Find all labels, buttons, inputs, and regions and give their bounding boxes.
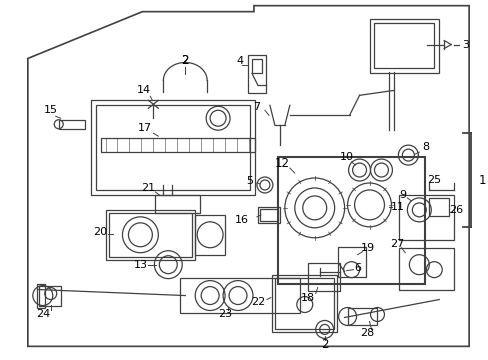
Bar [274,278,333,329]
Text: 19: 19 [360,243,374,253]
Text: 10: 10 [339,152,353,162]
Text: 13: 13 [133,260,147,270]
Bar [251,59,262,73]
Bar [155,195,200,213]
Text: 9: 9 [398,190,405,200]
Bar [90,100,254,195]
Text: 18: 18 [300,293,314,302]
Bar [307,263,339,291]
Bar [59,120,84,129]
Text: 28: 28 [360,328,374,338]
Bar [101,138,254,152]
Bar [399,195,453,240]
Bar [180,278,299,314]
Text: 21: 21 [141,183,155,193]
Bar [195,215,224,255]
Text: 4: 4 [236,57,243,67]
Bar [105,210,195,260]
Text: 5: 5 [246,176,253,186]
Bar [258,207,279,223]
Text: 22: 22 [250,297,264,306]
Text: 15: 15 [43,105,58,115]
Text: 16: 16 [235,215,248,225]
Text: 11: 11 [389,202,404,212]
Bar [247,55,265,93]
Text: 1: 1 [477,174,485,186]
Text: 12: 12 [274,157,289,170]
Bar [399,248,453,289]
Bar [428,198,448,216]
Text: 8: 8 [422,142,429,152]
Bar [108,213,192,257]
Bar [347,307,377,325]
Text: 17: 17 [138,123,152,133]
Bar [337,247,365,276]
Text: 3: 3 [462,40,468,50]
Text: 23: 23 [218,310,232,319]
Text: 7: 7 [253,102,260,112]
Text: 27: 27 [389,239,404,249]
Bar [95,105,249,190]
Text: 25: 25 [427,175,441,185]
Text: 2: 2 [181,54,188,67]
Text: 24: 24 [36,310,50,319]
Text: 2: 2 [181,54,188,67]
Bar [37,284,45,307]
Text: 2: 2 [320,338,328,351]
Bar [260,209,277,221]
Bar [374,23,433,68]
Text: 14: 14 [136,85,150,95]
Text: 26: 26 [448,205,462,215]
Bar [369,19,438,73]
Bar [271,275,336,332]
Bar [277,157,425,284]
Text: 20: 20 [93,227,107,237]
Bar [39,285,61,306]
Text: 6: 6 [353,263,360,273]
